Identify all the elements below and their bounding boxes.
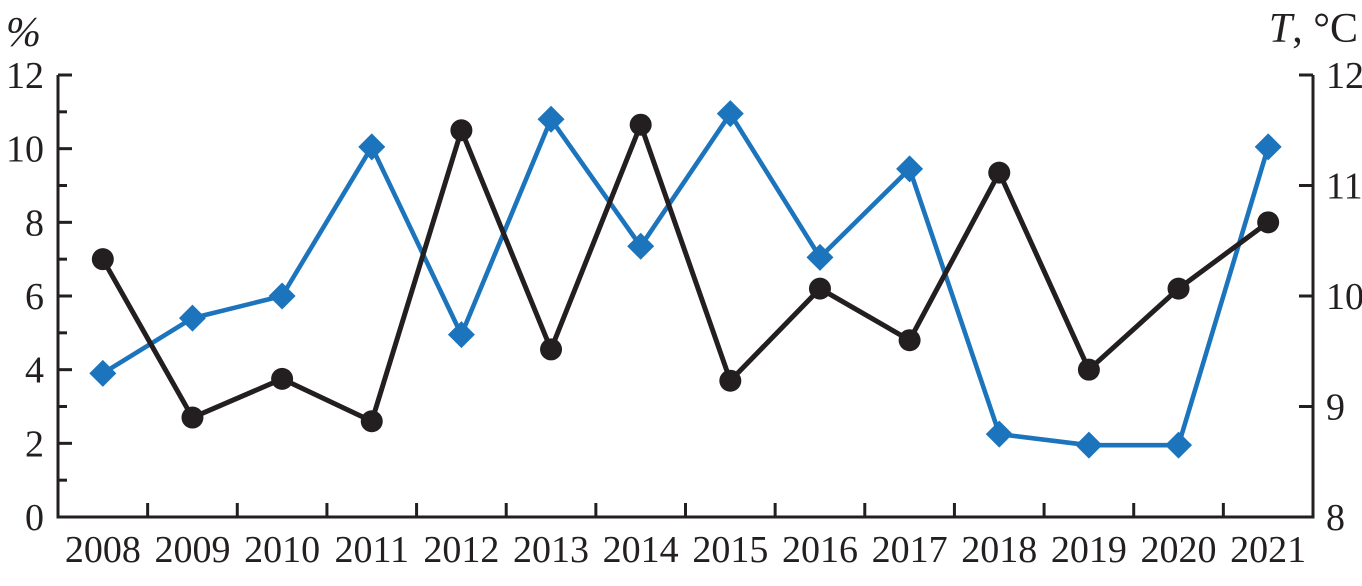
x-axis-year-label: 2015 [692, 529, 768, 571]
data-point-percent-2017 [898, 329, 921, 352]
data-point-temperature-2011 [358, 133, 386, 161]
data-point-percent-2021 [1257, 211, 1280, 234]
y-axis-right-tick-label: 12 [1326, 55, 1362, 97]
x-axis-year-label: 2019 [1051, 529, 1127, 571]
data-point-percent-2013 [540, 338, 563, 361]
chart-plot-area: 0 2 4 6 8 10 12 8 9 10 11 12 2008 2009 2010 2011 2012 201… [6, 55, 1362, 571]
right-axis-title-symbol: T [1269, 6, 1295, 52]
x-axis-year-label: 2016 [782, 529, 858, 571]
data-point-percent-2015 [719, 369, 742, 392]
x-axis-year-label: 2017 [872, 529, 948, 571]
data-point-percent-2011 [360, 410, 383, 433]
data-point-percent-2012 [450, 119, 473, 142]
x-axis-year-label: 2008 [65, 529, 141, 571]
y-axis-left-tick-label: 2 [25, 423, 44, 465]
x-axis-year-label: 2020 [1141, 529, 1217, 571]
data-point-temperature-2017 [896, 155, 924, 183]
data-point-temperature-2020 [1165, 431, 1193, 459]
data-point-temperature-2012 [447, 321, 475, 349]
y-axis-left-tick-label: 10 [6, 129, 44, 171]
y-axis-right-tick-label: 9 [1326, 387, 1345, 429]
y-axis-left-tick-label: 4 [25, 350, 44, 392]
left-axis-title: % [6, 10, 41, 56]
data-point-percent-2020 [1167, 277, 1190, 300]
x-axis-year-label: 2010 [244, 529, 320, 571]
x-axis-year-label: 2014 [603, 529, 679, 571]
data-point-temperature-2008 [89, 359, 117, 387]
data-point-temperature-2016 [806, 243, 834, 271]
data-point-percent-2018 [988, 161, 1011, 184]
data-point-percent-2016 [808, 277, 831, 300]
data-point-temperature-2009 [178, 304, 206, 332]
data-point-temperature-2018 [985, 420, 1013, 448]
data-point-temperature-2013 [537, 105, 565, 133]
data-point-percent-2009 [181, 406, 204, 429]
y-axis-left-tick-label: 8 [25, 202, 44, 244]
series-line-percent [100, 122, 1271, 424]
x-axis-year-label: 2012 [423, 529, 499, 571]
data-point-percent-2014 [629, 113, 652, 136]
y-axis-right-tick-label: 10 [1326, 276, 1362, 318]
data-point-percent-2010 [271, 367, 294, 390]
data-point-temperature-2010 [268, 282, 296, 310]
x-axis-year-label: 2011 [334, 529, 409, 571]
x-axis-year-label: 2018 [961, 529, 1037, 571]
data-point-temperature-2021 [1254, 133, 1282, 161]
data-point-temperature-2019 [1075, 431, 1103, 459]
data-point-percent-2019 [1077, 358, 1100, 381]
x-axis-year-label: 2013 [513, 529, 589, 571]
right-axis-title: T, °C [1269, 6, 1358, 52]
data-point-temperature-2015 [716, 100, 744, 128]
y-axis-right-tick-label: 8 [1326, 497, 1345, 539]
data-point-temperature-2014 [627, 232, 655, 260]
x-axis-year-label: 2009 [154, 529, 230, 571]
y-axis-left-tick-label: 0 [25, 497, 44, 539]
x-axis-year-label: 2021 [1230, 529, 1306, 571]
y-axis-left-tick-label: 6 [25, 276, 44, 318]
series-line-temperature [100, 111, 1271, 448]
right-axis-title-unit: , °C [1292, 6, 1358, 52]
y-axis-left-tick-label: 12 [6, 55, 44, 97]
y-axis-right-tick-label: 11 [1326, 166, 1362, 208]
data-point-percent-2008 [91, 248, 114, 271]
